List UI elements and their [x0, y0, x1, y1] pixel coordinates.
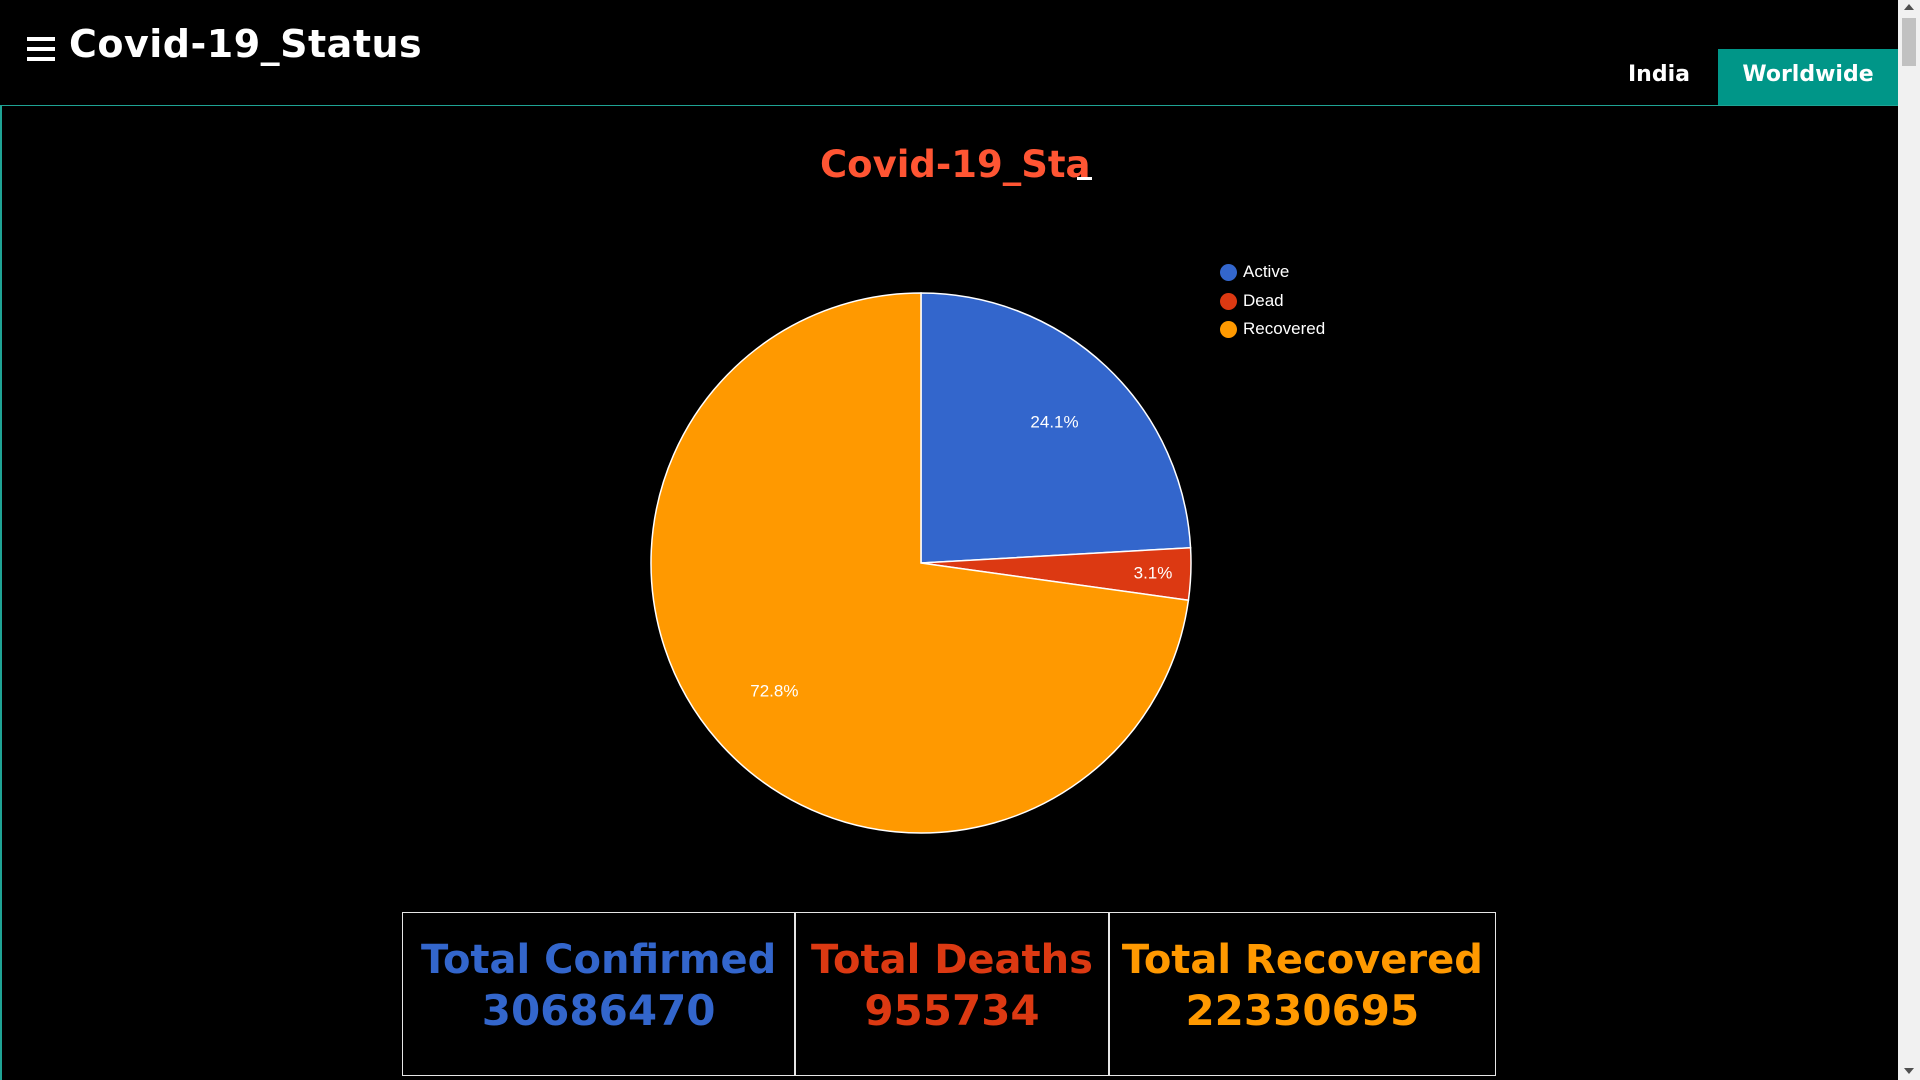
stat-label-confirmed: Total Confirmed [420, 937, 777, 983]
legend-dot-active [1220, 263, 1237, 281]
stat-confirmed: Total Confirmed 30686470 [403, 913, 794, 1075]
legend-label-dead: Dead [1243, 291, 1284, 310]
legend-item-recovered[interactable]: Recovered [1220, 318, 1325, 340]
top-navbar: Covid-19_Status India Worldwide [0, 0, 1898, 107]
legend-label-active: Active [1243, 262, 1290, 281]
stat-label-recovered: Total Recovered [1121, 937, 1483, 983]
hamburger-menu-icon[interactable] [27, 34, 57, 64]
stat-recovered: Total Recovered 22330695 [1107, 913, 1495, 1075]
vertical-scrollbar[interactable] [1898, 0, 1920, 1080]
scrollbar-thumb[interactable] [1902, 18, 1916, 66]
scroll-down-arrow-icon[interactable] [1904, 1068, 1914, 1074]
typing-cursor [1077, 177, 1092, 180]
stat-value-deaths: 955734 [864, 986, 1040, 1035]
legend-label-recovered: Recovered [1243, 319, 1326, 338]
tab-india[interactable]: India [1628, 62, 1690, 87]
legend-item-active[interactable]: Active [1220, 261, 1289, 283]
scroll-up-arrow-icon[interactable] [1904, 4, 1914, 10]
pie-label-recovered: 72.8% [750, 682, 798, 701]
pie-label-active: 24.1% [1030, 413, 1078, 432]
pie-slice-active[interactable] [920, 292, 1192, 564]
app-title: Covid-19_Status [69, 22, 423, 66]
pie-label-dead: 3.1% [1134, 563, 1173, 582]
stat-value-recovered: 22330695 [1185, 986, 1420, 1035]
stat-deaths: Total Deaths 955734 [794, 913, 1107, 1075]
legend-item-dead[interactable]: Dead [1220, 290, 1284, 312]
pie-slice-recovered[interactable] [650, 292, 1190, 834]
legend-dot-dead [1220, 292, 1237, 310]
tab-worldwide[interactable]: Worldwide [1718, 49, 1898, 105]
stats-table: Total Confirmed 30686470 Total Deaths 95… [402, 912, 1496, 1076]
stat-label-deaths: Total Deaths [811, 937, 1093, 983]
stat-value-confirmed: 30686470 [481, 986, 716, 1035]
chart-title: Covid-19_Sta [820, 143, 1091, 186]
legend-dot-recovered [1220, 320, 1237, 338]
